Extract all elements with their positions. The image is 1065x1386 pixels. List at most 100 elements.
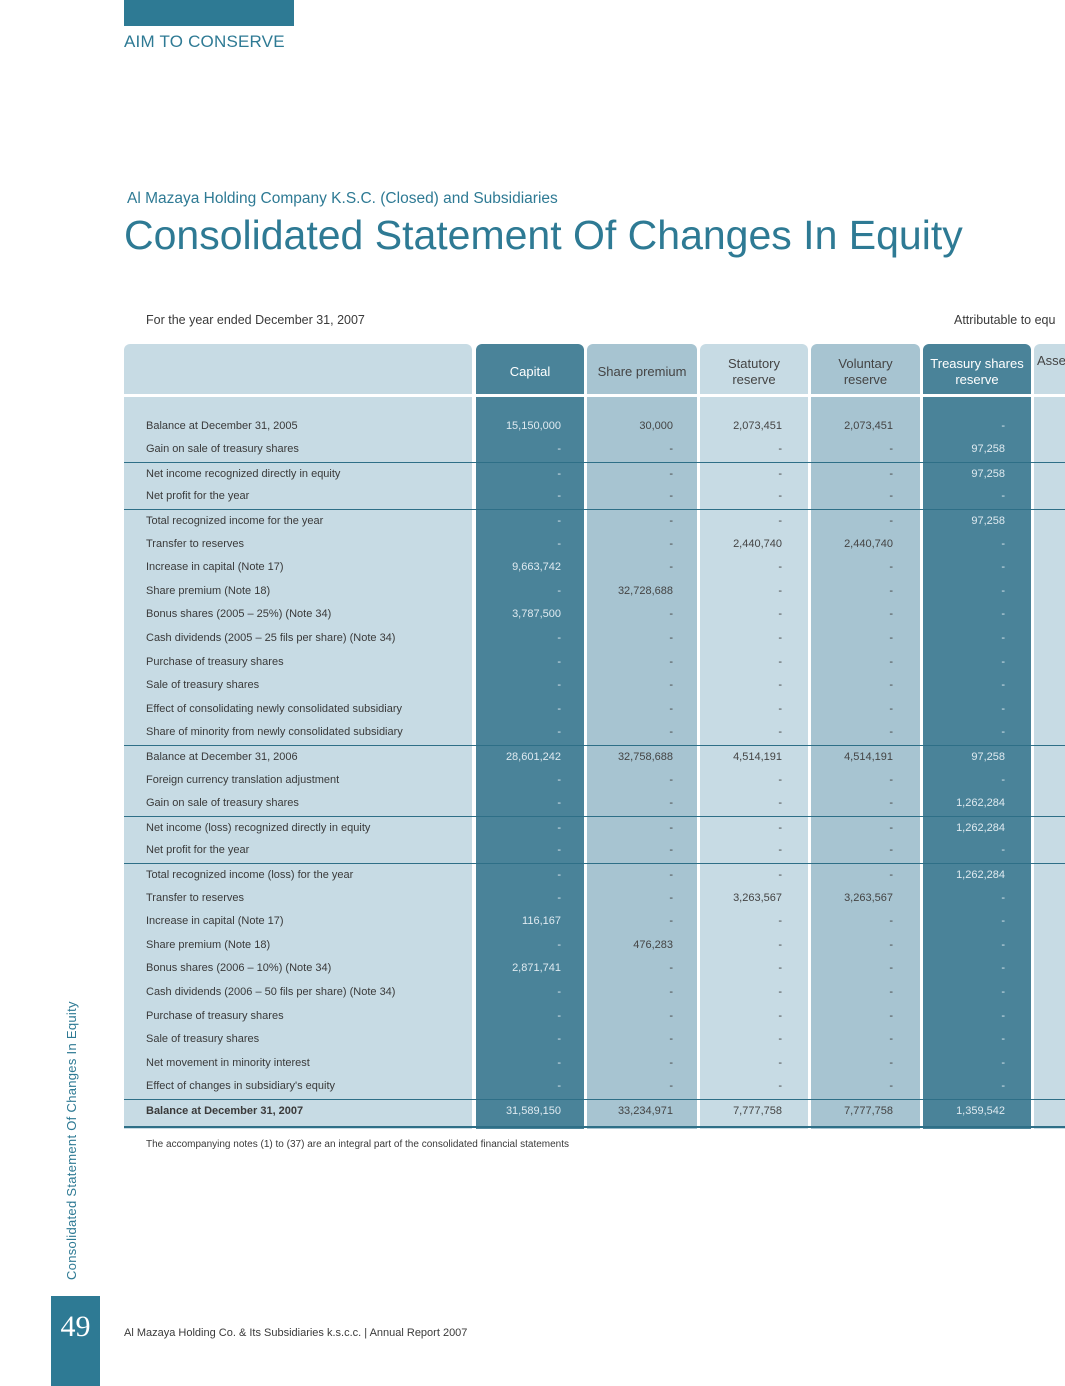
cell-statutory: - [778, 844, 782, 857]
table-bottom-rule [124, 1126, 1065, 1128]
row-label: Share premium (Note 18) [146, 584, 271, 597]
row-label: Share of minority from newly consolidate… [146, 726, 403, 739]
row-label: Total recognized income for the year [146, 514, 324, 527]
table-row: Bonus shares (2005 – 25%) (Note 34) 3,787… [124, 603, 1065, 627]
capital-column-panel [476, 344, 584, 1129]
cell-voluntary: - [889, 679, 893, 692]
table-row: Net profit for the year - - - - - [124, 839, 1065, 863]
table-row: Gain on sale of treasury shares - - - - 1,262… [124, 792, 1065, 816]
column-header-voluntary: Voluntary reserve [838, 356, 893, 387]
table-row: Net profit for the year - - - - - [124, 485, 1065, 509]
cell-premium: - [669, 1080, 673, 1093]
cell-statutory: 4,514,191 [733, 750, 782, 763]
cell-capital: - [557, 891, 561, 904]
cell-premium: - [669, 561, 673, 574]
cell-treasury: - [1001, 938, 1005, 951]
table-row: Transfer to reserves - - 2,440,740 2,440,740… [124, 533, 1065, 557]
cell-treasury: - [1001, 1033, 1005, 1046]
table-row: Total recognized income (loss) for the y… [124, 862, 1065, 888]
company-name: Al Mazaya Holding Company K.S.C. (Closed… [127, 190, 558, 207]
cell-treasury: 97,258 [971, 443, 1005, 456]
cell-capital: 28,601,242 [505, 750, 561, 763]
table-row: Purchase of treasury shares - - - - - [124, 1005, 1065, 1029]
table-row: Transfer to reserves - - 3,263,567 3,263,567… [124, 887, 1065, 911]
cell-capital: - [557, 773, 561, 786]
table-row: Effect of consolidating newly consolidat… [124, 698, 1065, 722]
cell-treasury: - [1001, 537, 1005, 550]
cell-premium: - [669, 631, 673, 644]
cell-premium: - [669, 915, 673, 928]
cell-capital: 3,787,500 [512, 608, 561, 621]
row-label: Share premium (Note 18) [146, 938, 271, 951]
cell-treasury: - [1001, 1009, 1005, 1022]
cell-voluntary: 2,073,451 [844, 419, 893, 432]
cell-treasury: - [1001, 891, 1005, 904]
cell-capital: - [557, 844, 561, 857]
page-title: Consolidated Statement Of Changes In Equ… [124, 212, 963, 258]
cell-statutory: - [778, 631, 782, 644]
table-row: Effect of changes in subsidiary's equity… [124, 1075, 1065, 1099]
cell-voluntary: - [889, 561, 893, 574]
cell-voluntary: - [889, 962, 893, 975]
page-number-box: 49 [51, 1296, 100, 1386]
statutory-column-panel [700, 344, 808, 1129]
cell-voluntary: - [889, 844, 893, 857]
cell-voluntary: - [889, 702, 893, 715]
row-label: Cash dividends (2006 – 50 fils per share… [146, 985, 396, 998]
cell-premium: - [669, 1033, 673, 1046]
row-label: Sale of treasury shares [146, 1033, 260, 1046]
cell-premium: - [669, 443, 673, 456]
cell-treasury: - [1001, 561, 1005, 574]
footer-text: Al Mazaya Holding Co. & Its Subsidiaries… [124, 1327, 468, 1339]
table-row: Net income recognized directly in equity… [124, 461, 1065, 487]
row-label: Balance at December 31, 2007 [146, 1104, 304, 1117]
row-label: Balance at December 31, 2005 [146, 419, 298, 432]
cell-premium: - [669, 797, 673, 810]
label-column-panel [124, 344, 472, 1129]
row-label: Bonus shares (2006 – 10%) (Note 34) [146, 962, 332, 975]
cell-statutory: - [778, 655, 782, 668]
cell-premium: - [669, 773, 673, 786]
row-label: Increase in capital (Note 17) [146, 561, 284, 574]
footnote: The accompanying notes (1) to (37) are a… [146, 1139, 570, 1150]
cell-voluntary: - [889, 584, 893, 597]
cell-premium: - [669, 467, 673, 480]
cell-statutory: - [778, 868, 782, 881]
cell-voluntary: 7,777,758 [844, 1104, 893, 1117]
table-row: Cash dividends (2005 – 25 fils per share… [124, 627, 1065, 651]
cell-statutory: - [778, 514, 782, 527]
cell-capital: - [557, 655, 561, 668]
cell-premium: - [669, 1056, 673, 1069]
cell-capital: - [557, 490, 561, 503]
cell-capital: - [557, 938, 561, 951]
cell-capital: - [557, 1009, 561, 1022]
table-row: Total recognized income for the year - - - -… [124, 508, 1065, 534]
cell-premium: - [669, 655, 673, 668]
cell-voluntary: 2,440,740 [844, 537, 893, 550]
cell-statutory: - [778, 679, 782, 692]
cell-voluntary: - [889, 797, 893, 810]
table-row: Share premium (Note 18) - 476,283 - - - [124, 934, 1065, 958]
cell-treasury: 97,258 [971, 514, 1005, 527]
cell-treasury: - [1001, 679, 1005, 692]
cell-statutory: - [778, 797, 782, 810]
cell-premium: - [669, 985, 673, 998]
cell-treasury: - [1001, 608, 1005, 621]
cell-capital: - [557, 537, 561, 550]
row-label: Effect of consolidating newly consolidat… [146, 702, 403, 715]
cell-statutory: - [778, 821, 782, 834]
cell-treasury: - [1001, 773, 1005, 786]
cell-treasury: 1,359,542 [956, 1104, 1005, 1117]
table-row: Increase in capital (Note 17) 116,167 - - - - [124, 910, 1065, 934]
cell-premium: - [669, 537, 673, 550]
cell-statutory: - [778, 490, 782, 503]
row-label: Effect of changes in subsidiary's equity [146, 1080, 336, 1093]
cell-treasury: - [1001, 962, 1005, 975]
row-label: Cash dividends (2005 – 25 fils per share… [146, 631, 396, 644]
cell-treasury: - [1001, 702, 1005, 715]
cell-statutory: - [778, 1033, 782, 1046]
cell-treasury: - [1001, 584, 1005, 597]
header-accent-bar [124, 0, 294, 26]
cell-voluntary: 3,263,567 [844, 891, 893, 904]
table-row: Bonus shares (2006 – 10%) (Note 34) 2,871… [124, 957, 1065, 981]
